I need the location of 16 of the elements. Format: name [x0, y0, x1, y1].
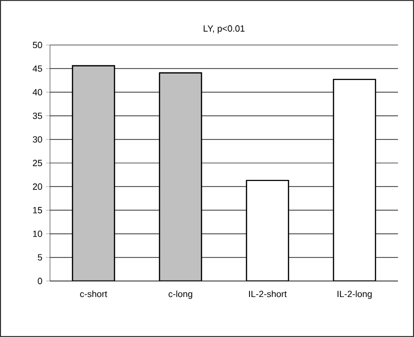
y-tick-label: 5 — [38, 254, 42, 261]
y-tick-label: 40 — [32, 89, 42, 96]
x-tick-label: c-long — [168, 290, 192, 299]
x-tick-label: c-short — [80, 290, 108, 298]
x-tick-label: IL-2-long — [338, 290, 372, 299]
y-tick-label: 25 — [32, 160, 42, 166]
chart-title: LY, p<0.01 — [204, 25, 245, 34]
y-tick-label: 45 — [32, 65, 42, 72]
x-tick-label: IL-2-short — [249, 290, 287, 298]
y-tick-label: 20 — [32, 183, 42, 190]
y-tick-label: 10 — [33, 230, 42, 237]
y-tick-label: 15 — [33, 207, 42, 214]
y-tick-label: 0 — [38, 278, 42, 284]
y-tick-label: 50 — [32, 42, 42, 48]
y-tick-label: 35 — [32, 112, 42, 119]
y-tick-label: 30 — [32, 136, 42, 143]
